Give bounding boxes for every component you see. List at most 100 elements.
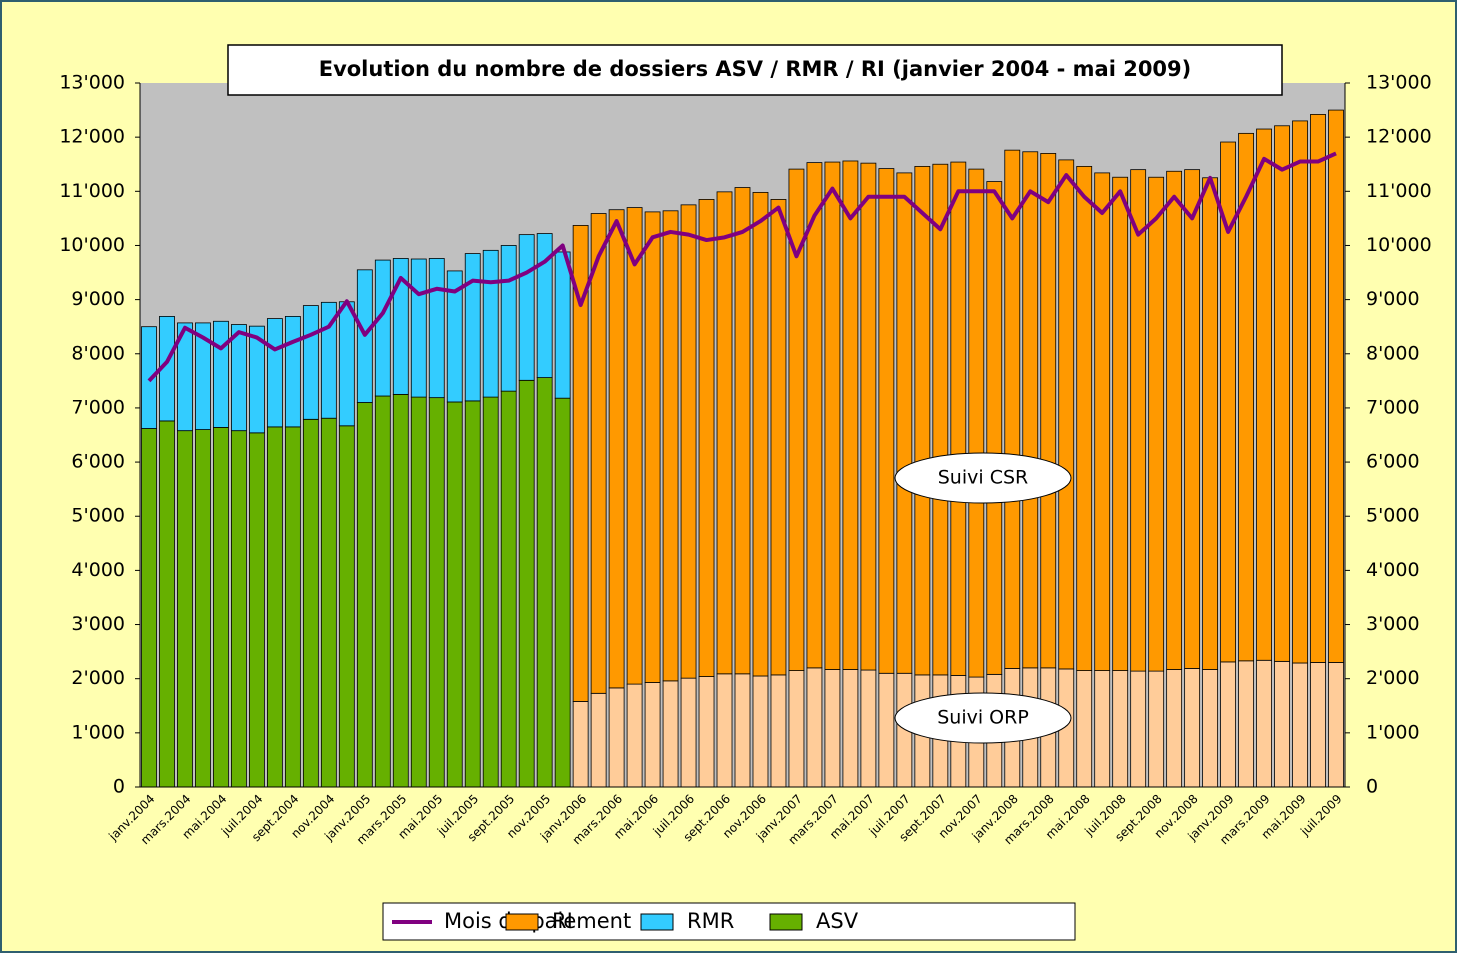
bar-segment bbox=[213, 427, 229, 788]
bar-segment bbox=[482, 249, 499, 398]
bar-segment bbox=[734, 187, 751, 675]
line bbox=[147, 151, 1337, 383]
bar-segment bbox=[1256, 659, 1272, 788]
legend-label: ASV bbox=[816, 909, 859, 933]
bar-segment bbox=[1094, 172, 1111, 671]
bar-segment bbox=[1220, 661, 1236, 788]
bar-segment bbox=[231, 324, 247, 432]
bar-segment bbox=[1202, 177, 1219, 670]
bar-segment bbox=[284, 426, 301, 788]
bar-segment bbox=[1148, 176, 1165, 672]
bar-segment bbox=[536, 233, 553, 378]
y2-tick-label: 4'000 bbox=[1366, 559, 1420, 581]
bar-segment bbox=[374, 395, 391, 788]
bar-segment bbox=[608, 209, 625, 689]
legend-swatch bbox=[640, 913, 674, 931]
bar-segment bbox=[824, 161, 841, 670]
bar-segment bbox=[932, 163, 949, 676]
chart-title: Evolution du nombre de dossiers ASV / RM… bbox=[319, 57, 1192, 81]
bar-segment bbox=[195, 322, 211, 430]
y2-tick-label: 5'000 bbox=[1366, 505, 1420, 527]
annotation: Suivi ORP bbox=[937, 707, 1029, 729]
y2-tick-label: 7'000 bbox=[1366, 396, 1420, 418]
y2-tick-label: 13'000 bbox=[1366, 72, 1432, 94]
bar-segment bbox=[1166, 669, 1183, 788]
bar-segment bbox=[680, 204, 697, 679]
bar-segment bbox=[1202, 669, 1219, 788]
bar-segment bbox=[302, 418, 319, 788]
bar-segment bbox=[626, 683, 643, 788]
bar-segment bbox=[716, 191, 733, 675]
bar-segment bbox=[896, 172, 913, 674]
bar-segment bbox=[141, 428, 157, 788]
bar-segment bbox=[1094, 670, 1111, 788]
bar-segment bbox=[572, 225, 589, 702]
bar-segment bbox=[1256, 128, 1272, 661]
bar-segment bbox=[410, 396, 427, 788]
y-tick-label: 11'000 bbox=[59, 180, 125, 202]
bar-segment bbox=[590, 213, 607, 694]
bar-segment bbox=[644, 211, 661, 683]
bar-segment bbox=[338, 425, 355, 788]
bar-segment bbox=[320, 301, 337, 419]
bar-segment bbox=[1238, 660, 1254, 788]
bar-segment bbox=[770, 674, 787, 788]
bar-segment bbox=[320, 417, 337, 788]
bar-segment bbox=[446, 270, 463, 403]
bar-segment bbox=[482, 396, 499, 788]
bar-segment bbox=[1076, 670, 1093, 788]
bar-segment bbox=[788, 670, 805, 788]
y-tick-label: 8'000 bbox=[71, 342, 125, 364]
bar-segment bbox=[392, 393, 409, 788]
legend-label: RMR bbox=[687, 909, 734, 933]
bar-segment bbox=[266, 426, 283, 788]
bar-segment bbox=[698, 199, 715, 677]
annotation-bubble bbox=[894, 692, 1072, 744]
y-tick-label: 4'000 bbox=[71, 559, 125, 581]
bar-segment bbox=[716, 673, 733, 788]
bar-segment bbox=[824, 669, 841, 788]
annotation: Suivi CSR bbox=[938, 467, 1028, 489]
bar-segment bbox=[249, 432, 265, 788]
y2-tick-label: 3'000 bbox=[1366, 613, 1420, 635]
bar-segment bbox=[680, 677, 697, 788]
bar-segment bbox=[1022, 151, 1039, 669]
bar-segment bbox=[734, 673, 751, 788]
bar-segment bbox=[1004, 149, 1021, 669]
bar-segment bbox=[1130, 670, 1147, 788]
bar-segment bbox=[572, 701, 589, 788]
y2-tick-label: 1'000 bbox=[1366, 721, 1420, 743]
bar-segment bbox=[1274, 660, 1290, 788]
bar-segment bbox=[518, 234, 535, 381]
y-tick-label: 9'000 bbox=[71, 288, 125, 310]
y2-tick-label: 6'000 bbox=[1366, 451, 1420, 473]
y2-tick-label: 2'000 bbox=[1366, 667, 1420, 689]
bar-segment bbox=[284, 316, 301, 428]
y2-tick-label: 11'000 bbox=[1366, 180, 1432, 202]
bar-segment bbox=[770, 199, 787, 676]
bar-segment bbox=[392, 258, 409, 395]
bar-segment bbox=[195, 429, 211, 788]
y-tick-label: 1'000 bbox=[71, 721, 125, 743]
bar-segment bbox=[1310, 662, 1326, 788]
legend-swatch bbox=[769, 913, 803, 931]
bar-segment bbox=[788, 168, 805, 671]
bar-segment bbox=[1184, 668, 1201, 788]
bar-segment bbox=[410, 258, 427, 398]
bar-segment bbox=[446, 401, 463, 788]
bar-segment bbox=[464, 253, 481, 402]
bar-segment bbox=[177, 322, 193, 432]
bar-segment bbox=[464, 400, 481, 788]
y-tick-label: 10'000 bbox=[59, 234, 125, 256]
y-tick-label: 7'000 bbox=[71, 396, 125, 418]
bar-segment bbox=[860, 162, 877, 671]
bar-segment bbox=[141, 326, 157, 429]
y2-tick-label: 12'000 bbox=[1366, 126, 1432, 148]
bar-segment bbox=[1310, 114, 1326, 663]
bar-segment bbox=[159, 420, 175, 788]
bar-segment bbox=[554, 251, 571, 399]
bar-segment bbox=[1148, 670, 1165, 788]
bar-segment bbox=[1166, 170, 1183, 670]
bar-segment bbox=[698, 676, 715, 788]
